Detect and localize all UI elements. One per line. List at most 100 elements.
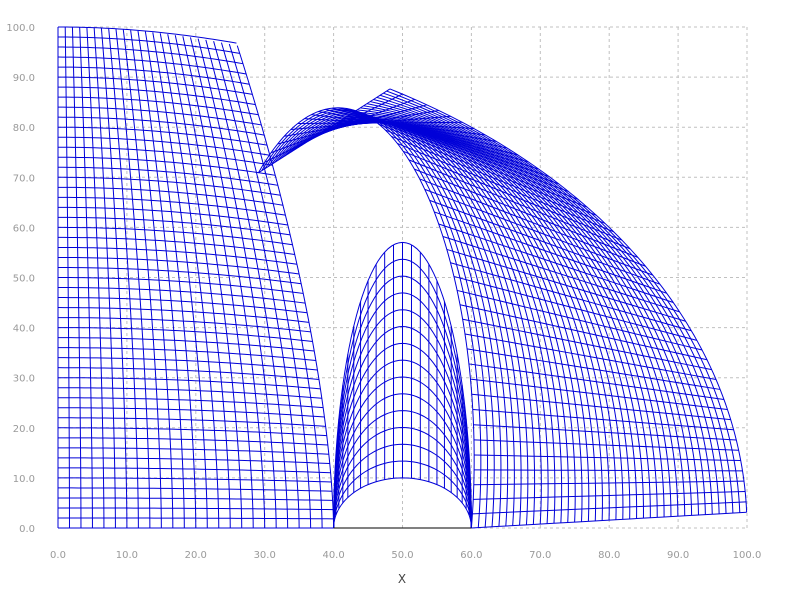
arch-ring: [333, 292, 472, 529]
arch-ring: [333, 426, 472, 529]
mesh-fan-ring: [294, 119, 549, 524]
arch-ring: [333, 376, 472, 529]
mesh-row: [57, 367, 320, 380]
mesh-row: [57, 327, 313, 342]
mesh-fan-ring: [287, 117, 536, 525]
mesh-fan-ring: [333, 120, 631, 519]
mesh-row: [58, 457, 330, 465]
y-tick-labels: 0.0 10.0 20.0 30.0 40.0 50.0 60.0 70.0 80.0 90.0 1…: [6, 23, 35, 535]
mesh-row: [58, 467, 331, 474]
mesh-row: [57, 216, 291, 236]
arch-ring: [333, 258, 472, 529]
mesh-row: [57, 387, 322, 399]
arch-ring: [333, 443, 472, 529]
mesh-fan-ring: [353, 111, 672, 517]
mesh-row: [58, 437, 328, 446]
x-tick-label: 40.0: [322, 550, 344, 561]
x-tick-label: 30.0: [254, 550, 276, 561]
mesh-fan-ring: [264, 109, 489, 528]
mesh-row: [57, 196, 286, 216]
y-tick-label: 90.0: [13, 73, 35, 84]
mesh-fan-ring: [257, 107, 475, 529]
y-tick-label: 10.0: [13, 474, 35, 485]
mesh-row: [57, 277, 304, 294]
x-tick-label: 60.0: [460, 550, 482, 561]
mesh-row: [57, 337, 315, 352]
mesh-fan-ring: [389, 88, 748, 513]
y-tick-label: 40.0: [13, 324, 35, 335]
arch-ring: [333, 241, 472, 529]
mesh-row: [57, 56, 247, 75]
mesh-fan-ring: [386, 90, 741, 513]
y-tick-label: 60.0: [13, 223, 35, 234]
y-tick-label: 50.0: [13, 274, 35, 285]
mesh-fan-ring: [277, 114, 515, 526]
mesh-row: [57, 146, 273, 166]
x-tick-label: 20.0: [185, 550, 207, 561]
mesh-fan-ring: [284, 116, 529, 525]
mesh-row: [57, 347, 316, 362]
mesh-fan-ring: [356, 109, 679, 517]
mesh-row: [57, 166, 278, 186]
x-tick-labels: 0.0 10.0 20.0 30.0 40.0 50.0 60.0 70.0 80.0 90.0 1…: [50, 550, 761, 561]
mesh-row: [57, 377, 321, 390]
mesh-fan-ring: [366, 103, 699, 516]
mesh-row: [57, 256, 300, 275]
mesh-row: [57, 76, 253, 95]
mesh-row: [57, 266, 302, 285]
mesh-column: [228, 43, 323, 529]
mesh-row: [57, 176, 281, 196]
mesh-row: [57, 126, 268, 146]
mesh-row: [57, 96, 259, 116]
mesh-row: [57, 106, 262, 126]
arch-ring: [333, 309, 472, 529]
arch-ring: [333, 342, 472, 529]
x-tick-label: 50.0: [391, 550, 413, 561]
mesh-row: [58, 427, 327, 437]
mesh-row: [57, 287, 306, 304]
mesh-fan-ring: [261, 108, 482, 528]
mesh-row: [57, 186, 284, 206]
mesh-fan-ring: [267, 111, 495, 527]
mesh-fan-ring: [281, 115, 522, 526]
mesh-row: [57, 136, 270, 156]
mesh-row: [57, 156, 276, 176]
y-tick-label: 20.0: [13, 424, 35, 435]
y-tick-label: 30.0: [13, 374, 35, 385]
mesh-column: [236, 45, 335, 529]
mesh-row: [58, 497, 333, 501]
mesh-row: [57, 86, 256, 106]
mesh-fan-ring: [373, 98, 713, 515]
x-tick-label: 10.0: [116, 550, 138, 561]
arch-ring: [333, 393, 472, 529]
arch-ring: [333, 460, 472, 529]
mesh-row: [57, 297, 308, 314]
x-tick-label: 90.0: [667, 550, 689, 561]
mesh-row: [57, 417, 326, 427]
mesh-row: [57, 206, 288, 226]
arch-ring: [333, 410, 472, 529]
mesh-fan-ring: [376, 96, 720, 514]
mesh-row: [57, 36, 240, 54]
x-axis-label: X: [398, 572, 406, 586]
mesh-row: [57, 407, 325, 418]
mesh-fan-ring: [274, 113, 509, 527]
mesh-row: [57, 317, 311, 333]
y-tick-label: 100.0: [6, 23, 35, 34]
y-tick-label: 0.0: [19, 524, 35, 535]
mesh-row: [57, 226, 293, 246]
mesh-fan-ring: [360, 107, 686, 516]
x-tick-label: 100.0: [733, 550, 762, 561]
mesh-row: [58, 487, 333, 492]
mesh-row: [58, 517, 334, 520]
mesh-row: [58, 447, 329, 455]
mesh-row: [57, 357, 318, 371]
y-tick-label: 70.0: [13, 173, 35, 184]
mesh-fan-ring: [340, 118, 644, 519]
mesh-fan-ring: [347, 115, 658, 518]
mesh-row: [57, 66, 250, 85]
mesh-fan-ring: [363, 105, 693, 516]
mesh-fan-ring: [343, 117, 651, 518]
mesh-row: [57, 236, 295, 256]
